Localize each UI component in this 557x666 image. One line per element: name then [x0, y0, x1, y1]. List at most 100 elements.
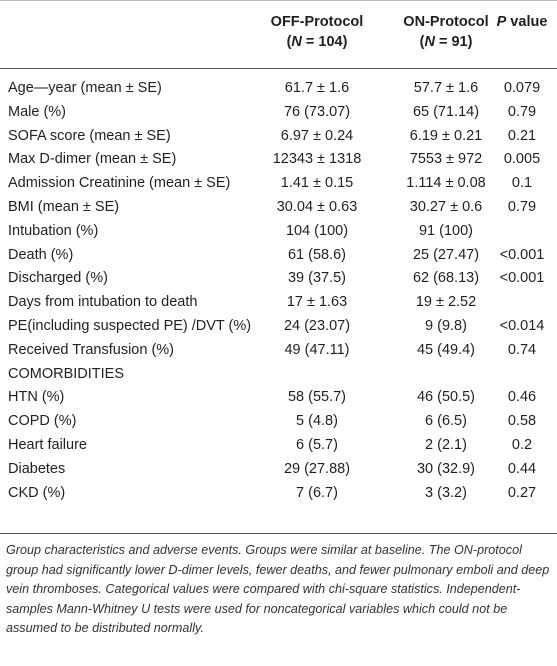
row-label: Max D-dimer (mean ± SE): [8, 151, 177, 168]
table-row: SOFA score (mean ± SE) 6.97 ± 0.24 6.19 ± …: [0, 125, 557, 149]
text: N: [424, 34, 435, 50]
table-row: Age—year (mean ± SE) 61.7 ± 1.6 57.7 ± 1.6…: [0, 77, 557, 101]
table-row: Male (%) 76 (73.07) 65 (71.14) 0.79: [0, 101, 557, 125]
cell: 0.21: [507, 127, 537, 144]
cell: 0.79: [507, 198, 537, 215]
top-rule: [0, 0, 557, 1]
cell: 30 (32.9): [416, 460, 476, 477]
cell: 6 (5.7): [296, 436, 338, 453]
text: value: [506, 14, 548, 30]
text: (: [419, 34, 425, 50]
table-row: COMORBIDITIES: [0, 363, 557, 387]
table-row: CKD (%) 7 (6.7) 3 (3.2) 0.27: [0, 482, 557, 506]
row-label: Diabetes: [8, 460, 66, 477]
cell: 0.079: [503, 80, 541, 96]
row-label: Heart failure: [8, 436, 87, 453]
cell: 46 (50.5): [416, 389, 476, 406]
header-title: OFF-Protocol: [270, 14, 364, 30]
cell: 91 (100): [418, 222, 473, 239]
cell: 57.7 ± 1.6: [413, 80, 479, 96]
table-row: BMI (mean ± SE) 30.04 ± 0.63 30.27 ± 0.6 0.…: [0, 196, 557, 220]
cell: 76 (73.07): [283, 103, 351, 120]
row-label: BMI (mean ± SE): [8, 198, 120, 215]
cell: 0.2: [511, 436, 533, 453]
row-label: Received Transfusion (%): [8, 341, 175, 358]
cell: 3 (3.2): [425, 484, 467, 501]
cell: 0.005: [503, 151, 541, 168]
header-title: ON-Protocol: [403, 14, 489, 30]
table-row: COPD (%) 5 (4.8) 6 (6.5) 0.58: [0, 410, 557, 434]
row-label: Days from intubation to death: [8, 294, 198, 311]
cell: 7 (6.7): [296, 484, 338, 501]
row-label: Male (%): [8, 103, 67, 120]
cell: 1.114 ± 0.08: [406, 175, 486, 192]
cell: 58 (55.7): [287, 389, 347, 406]
cell: 6.19 ± 0.21: [409, 127, 483, 144]
row-label: Age—year (mean ± SE): [8, 80, 162, 96]
cell: 104 (100): [285, 222, 349, 239]
table-row: Received Transfusion (%) 49 (47.11) 45 (49…: [0, 339, 557, 363]
table-row: PE(including suspected PE) /DVT (%) 24 (2…: [0, 315, 557, 339]
cell: 62 (68.13): [412, 270, 480, 287]
cell: 25 (27.47): [412, 246, 480, 263]
cell: 65 (71.14): [412, 103, 480, 120]
table-body: Age—year (mean ± SE) 61.7 ± 1.6 57.7 ± 1.6…: [0, 77, 557, 505]
cell: 0.58: [507, 413, 537, 430]
table-row: Heart failure 6 (5.7) 2 (2.1) 0.2: [0, 434, 557, 458]
caption: Group characteristics and adverse events…: [6, 543, 550, 636]
table-row: Intubation (%) 104 (100) 91 (100): [0, 220, 557, 244]
header-n: (N = 104): [247, 32, 387, 52]
cell: 24 (23.07): [283, 317, 351, 334]
header-cell: ON-Protocol (N = 91): [380, 12, 512, 52]
row-label: COMORBIDITIES: [8, 365, 125, 382]
cell: 7553 ± 972: [409, 151, 483, 168]
cell: 5 (4.8): [296, 413, 338, 430]
cell: 17 ± 1.63: [286, 294, 348, 311]
cell: 0.27: [507, 484, 537, 501]
table-row: Days from intubation to death 17 ± 1.63 19…: [0, 291, 557, 315]
cell: 29 (27.88): [283, 460, 351, 477]
cell: 39 (37.5): [287, 270, 347, 287]
row-label: CKD (%): [8, 484, 66, 501]
table-row: HTN (%) 58 (55.7) 46 (50.5) 0.46: [0, 386, 557, 410]
row-label: COPD (%): [8, 413, 77, 430]
cell: 1.41 ± 0.15: [280, 175, 354, 192]
header-cell: P value: [490, 12, 554, 32]
cell: 6.97 ± 0.24: [280, 127, 354, 144]
row-label: Intubation (%): [8, 222, 99, 239]
cell: 30.04 ± 0.63: [276, 198, 358, 215]
cell: 49 (47.11): [284, 341, 350, 358]
table-row: Discharged (%) 39 (37.5) 62 (68.13) <0.001: [0, 267, 557, 291]
row-label: SOFA score (mean ± SE): [8, 127, 171, 144]
cell: 6 (6.5): [425, 413, 467, 430]
table-row: Death (%) 61 (58.6) 25 (27.47) <0.001: [0, 244, 557, 268]
table-header: OFF-Protocol (N = 104) ON-Protocol (N = …: [0, 12, 557, 69]
row-label: PE(including suspected PE) /DVT (%): [8, 317, 252, 334]
cell: <0.001: [499, 270, 545, 287]
cell: <0.014: [499, 317, 545, 334]
cell: 0.44: [507, 460, 537, 477]
text: (: [286, 34, 292, 50]
cell: 0.46: [507, 389, 537, 406]
cell: 30.27 ± 0.6: [409, 198, 483, 215]
row-label: Discharged (%): [8, 270, 108, 287]
text: = 104): [301, 34, 348, 50]
text: P: [496, 14, 507, 30]
header-n: (N = 91): [380, 32, 512, 52]
cell: 19 ± 2.52: [415, 294, 477, 311]
table-row: Diabetes 29 (27.88) 30 (32.9) 0.44: [0, 458, 557, 482]
cell: <0.001: [499, 246, 545, 263]
cell: 0.79: [507, 103, 537, 120]
cell: 45 (49.4): [416, 341, 476, 358]
cell: 0.74: [507, 341, 537, 358]
row-label: Death (%): [8, 246, 74, 263]
table-row: Admission Creatinine (mean ± SE) 1.41 ± 0…: [0, 172, 557, 196]
row-label: HTN (%): [8, 389, 65, 406]
text: = 91): [434, 34, 473, 50]
cell: 12343 ± 1318: [272, 151, 362, 168]
header-cell: OFF-Protocol (N = 104): [247, 12, 387, 52]
bottom-rule: [0, 533, 557, 534]
cell: 0.1: [511, 175, 533, 192]
header-title: P value: [490, 12, 554, 32]
